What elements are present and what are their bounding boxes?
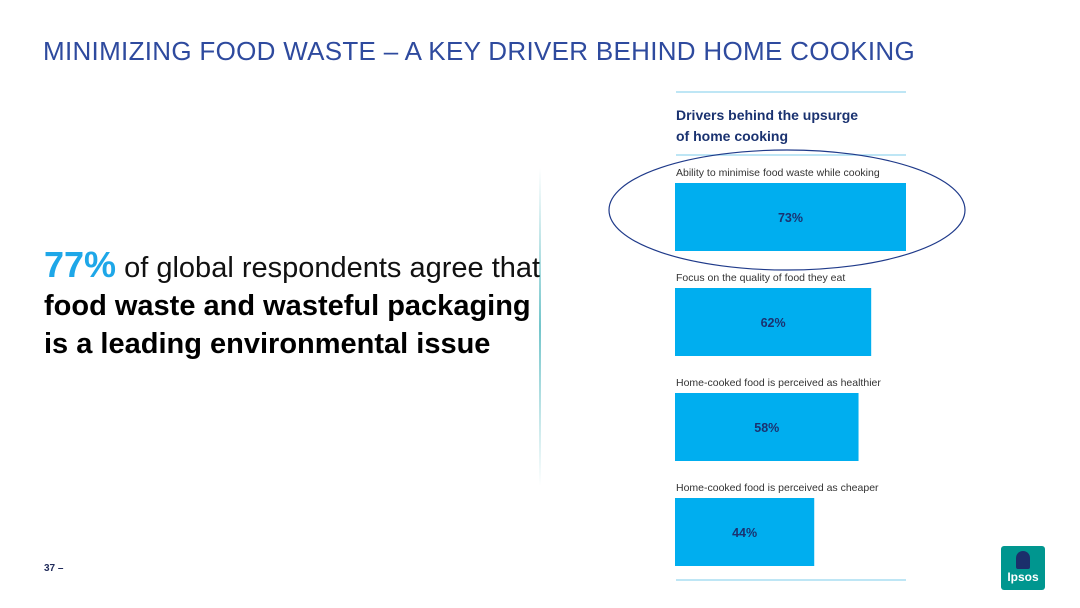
category-label: Home-cooked food is perceived as cheaper: [676, 482, 879, 494]
bar: [675, 393, 859, 461]
statement-bold-text: food waste and wasteful packaging is a l…: [44, 290, 531, 360]
category-label: Focus on the quality of food they eat: [676, 272, 845, 284]
category-label: Ability to minimise food waste while coo…: [676, 167, 880, 179]
bar: [675, 183, 906, 251]
bar: [675, 288, 872, 356]
chart-title-line: Drivers behind the upsurge: [676, 107, 858, 123]
ipsos-logo: Ipsos: [1001, 546, 1045, 590]
slide-title: MINIMIZING FOOD WASTE – A KEY DRIVER BEH…: [43, 36, 916, 66]
value-label: 73%: [778, 211, 803, 225]
value-label: 44%: [732, 526, 757, 540]
page-number: 37 –: [44, 563, 64, 574]
logo-mark-icon: [1016, 551, 1030, 569]
key-statement: 77% of global respondents agree that foo…: [44, 246, 544, 363]
chart-title-line: of home cooking: [676, 128, 788, 144]
category-label: Home-cooked food is perceived as healthi…: [676, 377, 881, 389]
statement-percent: 77%: [44, 244, 117, 285]
value-label: 62%: [761, 316, 786, 330]
value-label: 58%: [754, 421, 779, 435]
vertical-divider: [539, 168, 541, 486]
logo-text: Ipsos: [1007, 570, 1039, 584]
statement-text: of global respondents agree that: [116, 252, 541, 284]
highlight-ellipse: [608, 149, 966, 271]
bar: [675, 498, 815, 566]
